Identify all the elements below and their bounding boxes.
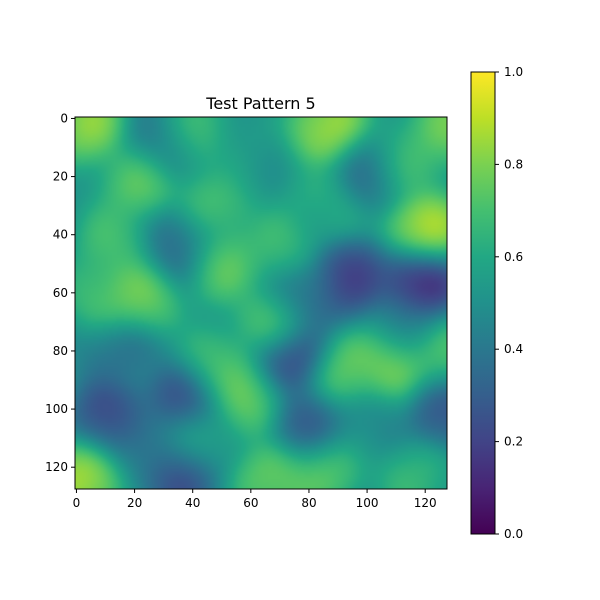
colorbar-tick-label: 0.2 bbox=[504, 435, 523, 449]
x-tick-label: 80 bbox=[301, 496, 316, 510]
x-tick-label: 20 bbox=[127, 496, 142, 510]
x-tick-label: 120 bbox=[414, 496, 437, 510]
y-tick-label: 40 bbox=[53, 228, 68, 242]
x-tick-label: 100 bbox=[356, 496, 379, 510]
plot-frame bbox=[74, 116, 448, 490]
y-tick-label: 100 bbox=[45, 402, 68, 416]
colorbar-tick-label: 1.0 bbox=[504, 65, 523, 79]
heatmap-plot-area bbox=[75, 117, 447, 489]
colorbar-tick-label: 0.6 bbox=[504, 250, 523, 264]
y-tick-label: 0 bbox=[60, 111, 68, 125]
y-tick-label: 20 bbox=[53, 170, 68, 184]
colorbar bbox=[470, 71, 496, 535]
x-tick-label: 60 bbox=[243, 496, 258, 510]
x-axis: 0 20 40 60 80 100 120 bbox=[73, 489, 437, 510]
y-tick-label: 120 bbox=[45, 460, 68, 474]
colorbar-axis: 0.0 0.2 0.4 0.6 0.8 1.0 bbox=[495, 65, 523, 541]
y-axis: 0 20 40 60 80 100 120 bbox=[45, 111, 75, 474]
colorbar-tick-label: 0.8 bbox=[504, 157, 523, 171]
x-tick-label: 0 bbox=[73, 496, 81, 510]
colorbar-tick-label: 0.0 bbox=[504, 527, 523, 541]
chart-title: Test Pattern 5 bbox=[205, 94, 315, 113]
colorbar-tick-label: 0.4 bbox=[504, 342, 523, 356]
y-tick-label: 80 bbox=[53, 344, 68, 358]
x-tick-label: 40 bbox=[185, 496, 200, 510]
y-tick-label: 60 bbox=[53, 286, 68, 300]
